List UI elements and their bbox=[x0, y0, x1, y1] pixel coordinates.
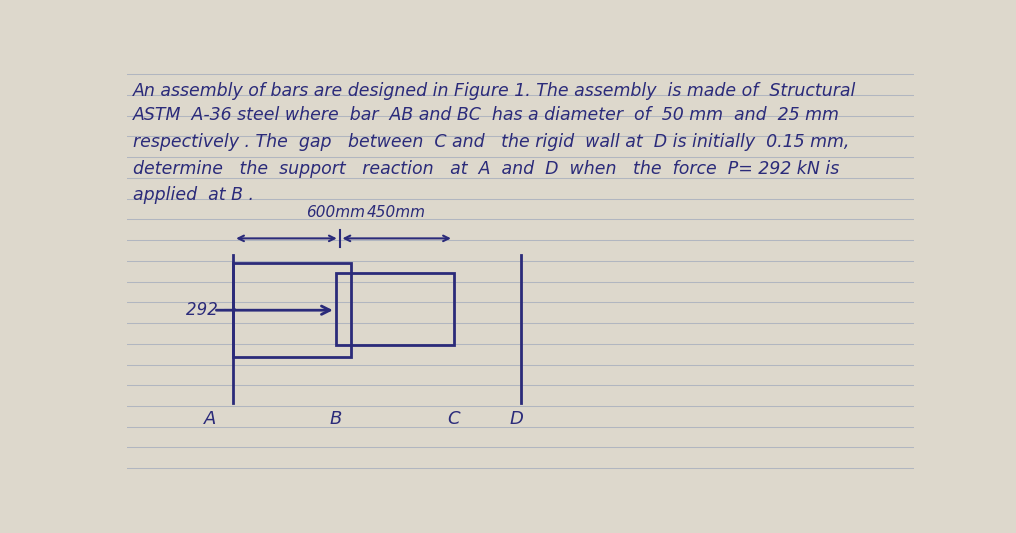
Text: A: A bbox=[203, 410, 215, 428]
Bar bbox=[234, 263, 352, 358]
Bar bbox=[335, 273, 454, 345]
Text: determine   the  support   reaction   at  A  and  D  when   the  force  P= 292 k: determine the support reaction at A and … bbox=[133, 159, 839, 177]
Text: C: C bbox=[447, 410, 460, 428]
Text: respectively . The  gap   between  C and   the rigid  wall at  D is initially  0: respectively . The gap between C and the… bbox=[133, 133, 849, 151]
Text: ASTM  A-36 steel where  bar  AB and BC  has a diameter  of  50 mm  and  25 mm: ASTM A-36 steel where bar AB and BC has … bbox=[133, 106, 840, 124]
Text: 450mm: 450mm bbox=[367, 205, 426, 220]
Text: D: D bbox=[510, 410, 523, 428]
Text: 292 →: 292 → bbox=[186, 301, 237, 319]
Text: B: B bbox=[329, 410, 341, 428]
Text: An assembly of bars are designed in Figure 1. The assembly  is made of  Structur: An assembly of bars are designed in Figu… bbox=[133, 82, 856, 100]
Text: 600mm: 600mm bbox=[306, 205, 365, 220]
Text: applied  at B .: applied at B . bbox=[133, 187, 254, 204]
